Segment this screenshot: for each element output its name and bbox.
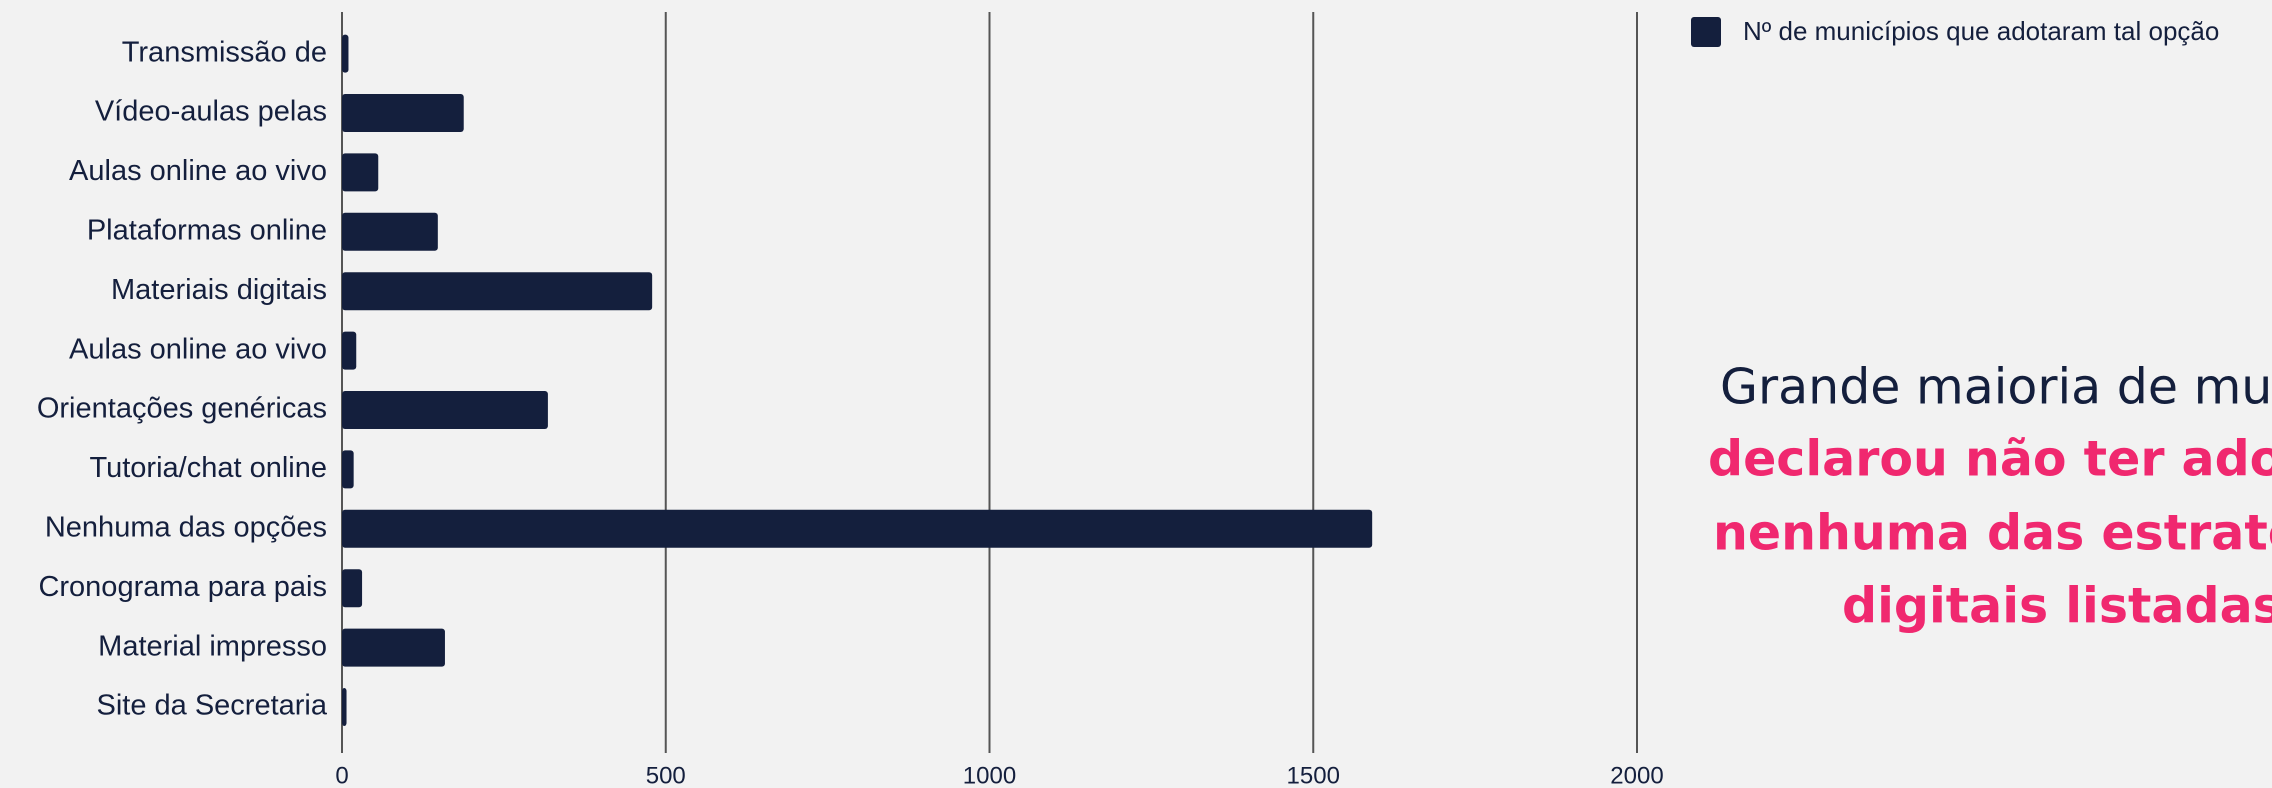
- y-tick-label: Transmissão de: [122, 36, 327, 68]
- y-tick-label: Plataformas online: [87, 214, 327, 246]
- x-tick-label: 1500: [1287, 762, 1340, 788]
- chart: 0 500 1000 1500 2000 Transmissão de Vídeo-aula…: [0, 0, 2272, 788]
- bar: [342, 391, 548, 429]
- y-tick-label: Tutoria/chat online: [89, 452, 327, 484]
- x-tick-label: 1000: [963, 762, 1016, 788]
- y-tick-label: Aulas online ao vivo: [69, 155, 327, 187]
- bar: [342, 35, 348, 73]
- bar: [342, 272, 652, 310]
- y-tick-label: Cronograma para pais: [38, 571, 327, 603]
- legend-label: Nº de municípios que adotaram tal opção: [1743, 16, 2219, 46]
- legend-swatch: [1691, 17, 1721, 47]
- y-tick-label: Material impresso: [98, 630, 327, 662]
- annotation: Grande maioria de munic: [1720, 359, 2272, 416]
- bar: [342, 629, 445, 667]
- y-tick-label: Aulas online ao vivo: [69, 333, 327, 365]
- y-tick-label: Materiais digitais: [111, 274, 327, 306]
- x-tick-label: 0: [335, 762, 348, 788]
- x-tick-label: 500: [646, 762, 686, 788]
- annotation: nenhuma das estraté: [1713, 505, 2272, 562]
- x-tick-label: 2000: [1610, 762, 1663, 788]
- annotation: digitais listadas: [1842, 578, 2272, 635]
- y-tick-label: Orientações genéricas: [37, 393, 327, 425]
- bar: [342, 332, 356, 370]
- y-tick-label: Nenhuma das opções: [45, 511, 327, 543]
- annotation: declarou não ter adot: [1708, 431, 2272, 488]
- y-tick-label: Site da Secretaria: [96, 690, 327, 722]
- bar: [342, 94, 464, 132]
- bar: [342, 510, 1372, 548]
- bar: [342, 153, 378, 191]
- bar: [342, 450, 354, 488]
- bar: [342, 213, 438, 251]
- bar: [342, 688, 347, 726]
- y-tick-label: Vídeo-aulas pelas: [95, 96, 327, 128]
- bar: [342, 569, 362, 607]
